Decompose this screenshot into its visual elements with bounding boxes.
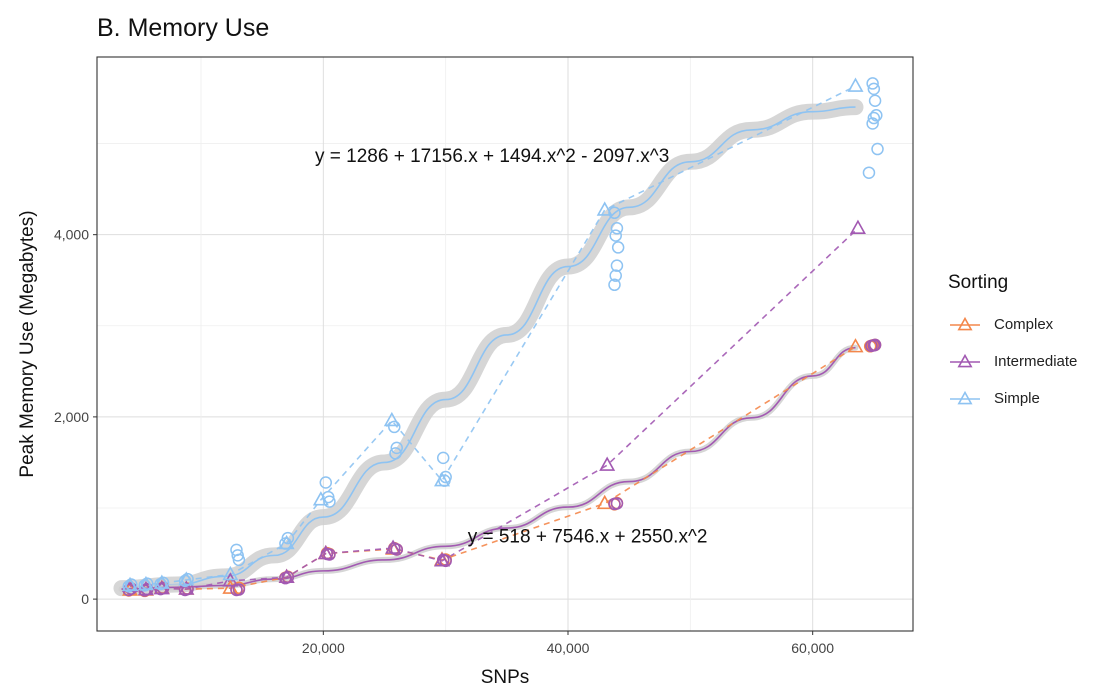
replicate-point-simple xyxy=(232,553,246,567)
replicate-point-simple xyxy=(867,111,881,125)
chart-title: B. Memory Use xyxy=(97,14,270,42)
legend-key-triangle xyxy=(957,316,973,330)
x-axis-title: SNPs xyxy=(481,667,530,688)
triangle-point-intermediate xyxy=(433,552,451,567)
legend-item-simple: Simple xyxy=(948,380,1077,417)
replicate-point-simple xyxy=(609,229,622,242)
replicate-point-simple xyxy=(870,109,883,122)
triangle-point-simple xyxy=(596,201,613,216)
replicate-point-simple xyxy=(390,441,403,455)
replicate-point-simple xyxy=(323,495,336,508)
replicate-point-simple xyxy=(610,259,624,272)
replicate-point-simple xyxy=(389,447,402,460)
replicate-point-simple xyxy=(608,278,621,292)
replicate-point-simple xyxy=(866,117,879,130)
replicate-point-simple xyxy=(867,82,881,96)
legend-key-simple xyxy=(950,390,980,404)
replicate-point-intermediate xyxy=(323,548,336,561)
series-line-intermediate xyxy=(129,227,859,591)
replicate-point-intermediate xyxy=(868,338,882,352)
replicate-point-simple xyxy=(281,531,295,545)
triangle-point-intermediate xyxy=(849,219,866,234)
triangle-point-simple xyxy=(278,534,295,550)
replicate-point-simple xyxy=(610,222,624,235)
triangle-point-intermediate xyxy=(385,539,402,554)
replicate-point-simple xyxy=(319,476,333,489)
triangle-point-intermediate xyxy=(317,544,334,560)
y-axis-title: Peak Memory Use (Megabytes) xyxy=(17,210,38,477)
triangle-point-simple xyxy=(383,411,400,427)
legend-item-intermediate: Intermediate xyxy=(948,343,1077,380)
triangle-point-simple xyxy=(153,574,170,589)
fit-line-intermediate xyxy=(121,346,856,590)
legend-label-intermediate: Intermediate xyxy=(994,353,1078,370)
replicate-point-simple xyxy=(608,206,621,220)
replicate-point-intermediate xyxy=(232,583,246,596)
triangle-point-simple xyxy=(222,565,239,581)
x-tick-label: 60,000 xyxy=(791,640,834,656)
triangle-point-simple xyxy=(312,491,329,506)
triangle-point-complex xyxy=(847,338,864,353)
legend-item-complex: Complex xyxy=(948,306,1077,343)
legend: Sorting Complex Intermediate Simple xyxy=(948,272,1077,417)
triangle-point-intermediate xyxy=(278,568,295,583)
replicate-point-simple xyxy=(871,142,884,156)
triangle-point-intermediate xyxy=(599,456,616,471)
legend-key-triangle xyxy=(957,390,973,404)
triangle-point-intermediate xyxy=(178,580,195,595)
legend-key-complex xyxy=(950,316,980,330)
triangle-point-complex xyxy=(596,494,613,510)
y-tick-label: 4,000 xyxy=(54,227,89,243)
plot-panel xyxy=(97,57,913,631)
replicate-point-simple xyxy=(868,94,882,107)
triangle-point-simple xyxy=(137,575,154,591)
replicate-point-simple xyxy=(862,166,876,179)
legend-key-intermediate xyxy=(950,353,980,367)
triangle-point-simple xyxy=(847,77,864,92)
legend-title: Sorting xyxy=(948,272,1009,293)
replicate-point-simple xyxy=(866,77,879,90)
legend-label-complex: Complex xyxy=(994,316,1054,333)
replicate-point-simple xyxy=(388,420,401,434)
legend-label-simple: Simple xyxy=(994,390,1040,407)
fit-line-simple xyxy=(121,106,856,589)
x-tick-label: 40,000 xyxy=(547,640,590,656)
triangle-point-simple xyxy=(178,571,195,586)
triangle-point-simple xyxy=(122,576,139,592)
replicate-point-simple xyxy=(611,241,625,254)
y-tick-label: 2,000 xyxy=(54,409,89,425)
triangle-point-simple xyxy=(433,472,451,487)
equation-label: y = 518 + 7546.x + 2550.x^2 xyxy=(468,527,708,548)
plot-border xyxy=(96,56,914,632)
equation-label: y = 1286 + 17156.x + 1494.x^2 - 2097.x^3 xyxy=(315,146,669,167)
legend-key-triangle xyxy=(957,353,973,367)
replicate-point-simple xyxy=(609,269,622,282)
replicate-point-intermediate xyxy=(610,497,624,510)
y-tick-label: 0 xyxy=(81,591,89,607)
replicate-point-simple xyxy=(436,451,450,465)
replicate-point-intermediate xyxy=(390,543,403,556)
x-tick-label: 20,000 xyxy=(302,640,345,656)
